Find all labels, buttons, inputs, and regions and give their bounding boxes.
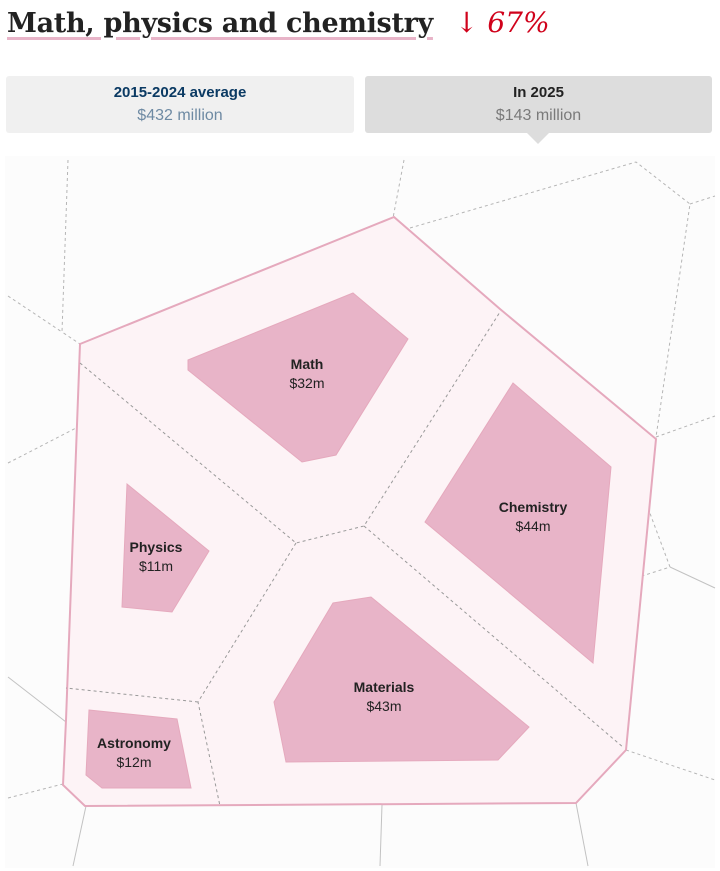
category-divider-lines [65, 311, 625, 807]
bg-line [7, 295, 63, 333]
cell-labels: Math $32m Chemistry $44m Physics $11m Ma… [97, 356, 567, 770]
tab-average[interactable]: 2015-2024 average $432 million [6, 76, 354, 133]
change-indicator: ↓ 67% [454, 6, 550, 39]
label-materials-value: $43m [366, 698, 401, 714]
label-materials-name: Materials [354, 679, 415, 695]
cell-chemistry [424, 382, 612, 664]
tab-2025[interactable]: In 2025 $143 million [365, 76, 712, 133]
bg-line [669, 566, 716, 589]
divider-line [65, 687, 199, 703]
cell-math [187, 292, 409, 463]
divider-line [79, 311, 501, 544]
cell-materials [273, 596, 530, 763]
bg-line [7, 676, 67, 723]
label-physics-value: $11m [139, 558, 173, 574]
label-physics-name: Physics [130, 539, 183, 555]
label-chemistry-name: Chemistry [499, 499, 568, 515]
tab-average-label: 2015-2024 average [113, 84, 247, 101]
label-math-name: Math [291, 356, 324, 372]
bg-line [379, 804, 383, 867]
chart-header: Math, physics and chemistry ↓ 67% [7, 6, 550, 50]
bg-line [392, 159, 405, 219]
label-astronomy-value: $12m [116, 754, 151, 770]
bg-line [689, 195, 716, 205]
label-chemistry-value: $44m [515, 518, 550, 534]
background-solid-lines [7, 566, 716, 867]
cell-physics [121, 482, 210, 613]
bg-line [575, 802, 589, 867]
tab-2025-value: $143 million [495, 107, 582, 124]
bg-line [7, 427, 77, 464]
cell-astronomy [85, 709, 192, 789]
tab-average-value: $432 million [137, 107, 223, 124]
bg-line [72, 805, 87, 867]
divider-line [363, 525, 625, 749]
bg-line [409, 161, 691, 438]
bg-line [655, 415, 716, 438]
label-math-value: $32m [289, 375, 324, 391]
selected-tab-pointer [526, 132, 550, 144]
tab-2025-label: In 2025 [513, 84, 564, 101]
label-astronomy-name: Astronomy [97, 735, 171, 751]
category-cells [85, 292, 612, 789]
bg-line [61, 159, 81, 345]
bg-line [625, 749, 716, 781]
chart-title: Math, physics and chemistry [7, 8, 433, 39]
